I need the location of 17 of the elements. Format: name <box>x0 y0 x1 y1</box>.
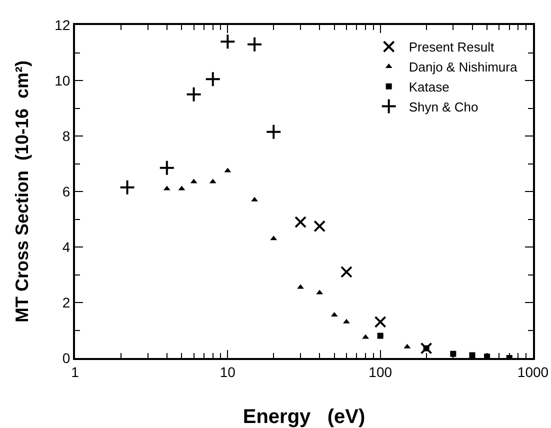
y-tick-label: 12 <box>54 16 70 33</box>
y-tick-label: 6 <box>62 183 70 200</box>
y-tick-label: 8 <box>62 128 70 144</box>
legend-label: Shyn & Cho <box>408 99 478 114</box>
y-tick-label: 10 <box>54 72 70 88</box>
legend-label: Danjo & Nishimura <box>408 60 518 75</box>
y-axis-title: MT Cross Section (10-16 cm²) <box>12 60 32 323</box>
x-tick-label: 100 <box>368 364 392 380</box>
x-tick-label: 1000 <box>517 364 549 380</box>
x-axis-title: Energy (eV) <box>242 406 366 428</box>
y-tick-label: 2 <box>62 294 70 310</box>
x-tick-label: 10 <box>220 364 236 380</box>
y-tick-label: 0 <box>62 350 70 366</box>
legend-label: Katase <box>408 79 450 94</box>
y-tick-label: 4 <box>62 238 70 255</box>
x-tick-label: 1 <box>71 364 80 380</box>
legend-label: Present Result <box>408 40 494 55</box>
